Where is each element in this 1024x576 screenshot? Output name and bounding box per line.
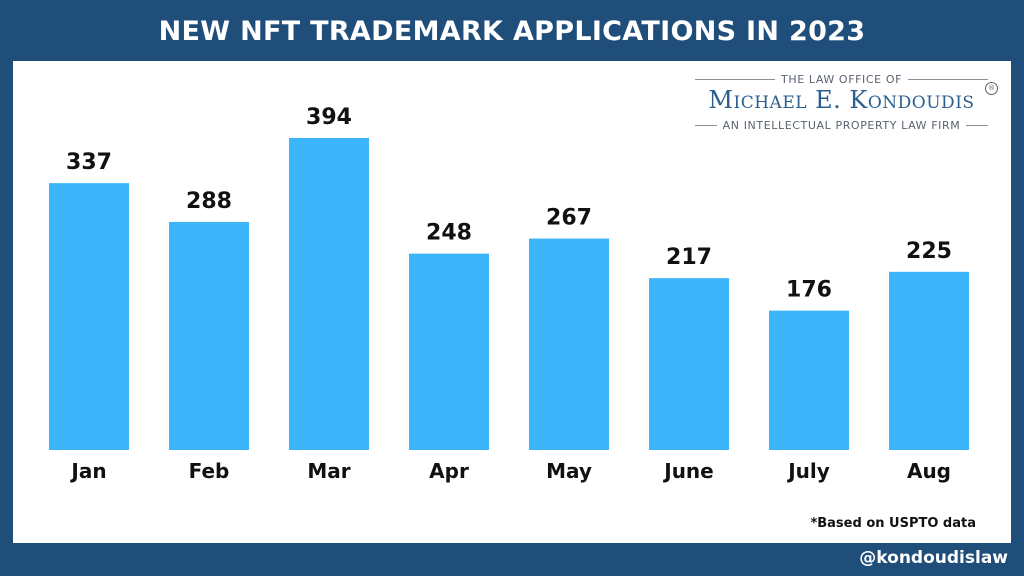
chart-title: NEW NFT TRADEMARK APPLICATIONS IN 2023 xyxy=(158,15,866,47)
bar-may xyxy=(529,238,609,450)
bar-june xyxy=(649,278,729,450)
category-label-feb: Feb xyxy=(189,459,230,483)
category-label-jan: Jan xyxy=(69,459,106,483)
chart-panel: 337 Jan 288 Feb 394 Mar 248 Apr 267 May 217 June 176… xyxy=(13,61,1011,543)
logo-divider xyxy=(695,125,717,126)
bar-july xyxy=(769,310,849,450)
category-label-may: May xyxy=(546,459,592,483)
logo-divider xyxy=(966,125,988,126)
value-label-june: 217 xyxy=(666,245,712,270)
value-label-may: 267 xyxy=(546,206,592,231)
logo-firm-name: Michael E. Kondoudis xyxy=(708,86,975,114)
value-label-aug: 225 xyxy=(906,239,952,264)
logo-top-row: THE LAW OFFICE OF xyxy=(689,73,994,86)
bar-chart: 337 Jan 288 Feb 394 Mar 248 Apr 267 May 217 June 176… xyxy=(49,105,969,483)
logo-bottom-row: AN INTELLECTUAL PROPERTY LAW FIRM xyxy=(689,119,994,132)
bar-jan xyxy=(49,183,129,450)
bar-mar xyxy=(289,138,369,450)
logo-bottom-line: AN INTELLECTUAL PROPERTY LAW FIRM xyxy=(722,119,961,132)
value-label-feb: 288 xyxy=(186,189,232,214)
source-footnote: *Based on USPTO data xyxy=(810,516,976,531)
bar-feb xyxy=(169,221,249,450)
category-label-june: June xyxy=(662,459,713,483)
logo-top-line: THE LAW OFFICE OF xyxy=(781,73,902,86)
category-label-aug: Aug xyxy=(907,459,951,483)
social-handle: @kondoudislaw xyxy=(859,548,1008,568)
law-office-logo: THE LAW OFFICE OF Michael E. Kondoudis ®… xyxy=(689,73,998,135)
bar-apr xyxy=(409,253,489,450)
value-label-july: 176 xyxy=(786,278,832,303)
category-label-july: July xyxy=(786,459,830,483)
logo-divider xyxy=(695,79,776,80)
bar-aug xyxy=(889,271,969,450)
value-label-mar: 394 xyxy=(306,105,352,130)
category-label-apr: Apr xyxy=(429,459,469,483)
value-label-apr: 248 xyxy=(426,221,472,246)
registered-mark-icon: ® xyxy=(985,82,998,95)
value-label-jan: 337 xyxy=(66,150,112,175)
category-label-mar: Mar xyxy=(307,459,350,483)
logo-divider xyxy=(908,79,989,80)
